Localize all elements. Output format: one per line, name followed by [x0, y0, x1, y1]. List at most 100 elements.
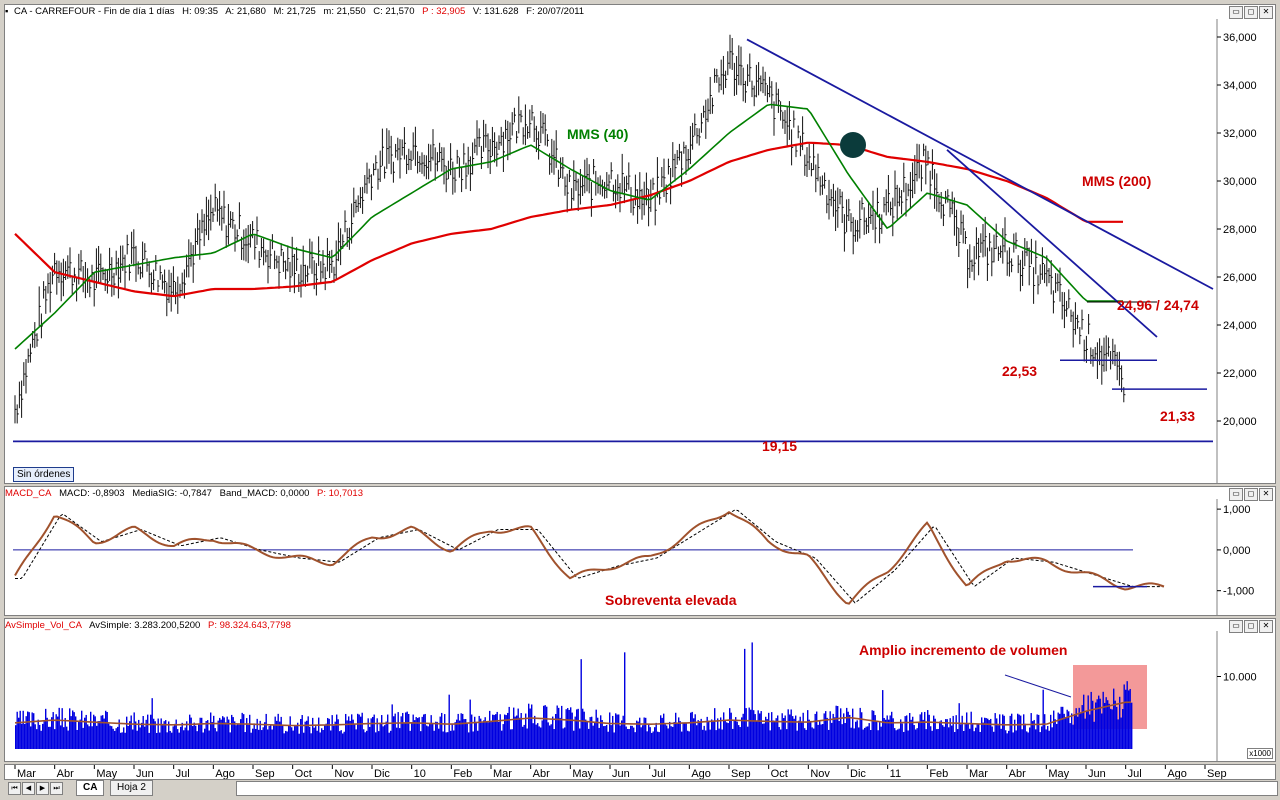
volume-bar [757, 710, 759, 749]
volume-bar [693, 718, 695, 749]
close-button[interactable]: ✕ [1259, 6, 1273, 19]
volume-bar [289, 716, 291, 749]
volume-bar [789, 714, 791, 749]
volume-bar [57, 716, 59, 749]
volume-bar [1011, 713, 1013, 749]
volume-bar [636, 720, 638, 749]
prev-sheet-icon[interactable]: ◀ [22, 782, 35, 795]
maximize-button[interactable]: ◻ [1244, 6, 1258, 19]
first-sheet-icon[interactable]: ⏮ [8, 782, 21, 795]
volume-bar [435, 721, 437, 749]
volume-bar [510, 729, 512, 749]
volume-bar [255, 728, 257, 749]
minimize-button[interactable]: ▭ [1229, 620, 1243, 633]
volume-bar [649, 727, 651, 749]
volume-bar [853, 728, 855, 749]
close-button[interactable]: ✕ [1259, 620, 1273, 633]
volume-bar [96, 725, 98, 749]
volume-bar [403, 723, 405, 749]
volume-bar [1131, 702, 1133, 749]
volume-bar [933, 715, 935, 749]
maximize-button[interactable]: ◻ [1244, 620, 1258, 633]
minimize-button[interactable]: ▭ [1229, 488, 1243, 501]
volume-bar [1015, 730, 1017, 749]
volume-bar [973, 731, 975, 749]
volume-bar [192, 726, 194, 749]
volume-bar [447, 732, 449, 749]
tab-ca[interactable]: CA [76, 780, 105, 796]
volume-bar [760, 711, 762, 749]
volume-bar [828, 729, 830, 749]
volume-bar [367, 718, 369, 749]
volume-bar [639, 717, 641, 749]
volume-bar [1066, 709, 1068, 749]
volume-bar [406, 711, 408, 749]
volume-bar [1017, 713, 1019, 749]
volume-bar [33, 713, 35, 749]
volume-bar [939, 721, 941, 749]
close-button[interactable]: ✕ [1259, 488, 1273, 501]
volume-bar [921, 712, 923, 749]
volume-bar [249, 714, 251, 749]
volume-bar [1072, 724, 1074, 749]
volume-bar [1050, 714, 1052, 749]
volume-bar [955, 715, 957, 749]
volume-bar [805, 729, 807, 749]
volume-bar [49, 726, 51, 749]
volume-bar [747, 726, 749, 749]
volume-bar [508, 706, 510, 749]
volume-bar [993, 731, 995, 749]
volume-bar [394, 713, 396, 749]
volume-bar [286, 731, 288, 749]
volume-bar [942, 725, 944, 749]
volume-bar [426, 725, 428, 749]
volume-bar [804, 728, 806, 749]
volume-bar [592, 725, 594, 749]
volume-bar [474, 716, 476, 749]
volume-bar [682, 722, 684, 749]
volume-bar [393, 716, 395, 749]
next-sheet-icon[interactable]: ▶ [36, 782, 49, 795]
x-tick-label: Mar [493, 768, 512, 779]
volume-bar [823, 713, 825, 749]
volume-bar [652, 731, 654, 749]
sin-ordenes-button[interactable]: Sin órdenes [13, 467, 75, 482]
volume-bar [558, 707, 560, 749]
volume-bar [445, 732, 447, 749]
volume-bar [63, 727, 65, 749]
volume-bar [427, 726, 429, 749]
volume-bar [957, 729, 959, 749]
volume-bar [282, 724, 284, 749]
volume-bar [475, 722, 477, 749]
last-sheet-icon[interactable]: ⏭ [50, 782, 63, 795]
volume-bar [552, 716, 554, 749]
volume-bar [85, 714, 87, 749]
volume-bar [252, 728, 254, 749]
tab-hoja-2[interactable]: Hoja 2 [110, 780, 153, 796]
price-tick-label: 30,000 [1223, 176, 1257, 188]
volume-bar [718, 728, 720, 749]
volume-bar [114, 730, 116, 749]
volume-bar [666, 725, 668, 749]
volume-bar [772, 720, 774, 749]
volume-bar [609, 712, 611, 749]
volume-bar [16, 711, 18, 749]
minimize-button[interactable]: ▭ [1229, 6, 1243, 19]
volume-bar [1113, 688, 1115, 749]
macd-value: MACD: -0,8903 [59, 488, 125, 499]
volume-bar [205, 720, 207, 749]
header-volume: V: 131.628 [472, 6, 519, 17]
volume-bar [756, 721, 758, 749]
volume-bar [466, 723, 468, 749]
volume-bar [307, 716, 309, 749]
price-tick-label: 20,000 [1223, 416, 1257, 428]
macd-line [14, 511, 1165, 605]
volume-bar [703, 725, 705, 749]
volume-bar [1074, 714, 1076, 749]
volume-bar [202, 732, 204, 749]
pane-menu-icon[interactable]: ▪ [5, 6, 9, 17]
volume-bar [865, 726, 867, 749]
horizontal-scrollbar[interactable] [236, 781, 1278, 796]
maximize-button[interactable]: ◻ [1244, 488, 1258, 501]
volume-bar [597, 717, 599, 749]
